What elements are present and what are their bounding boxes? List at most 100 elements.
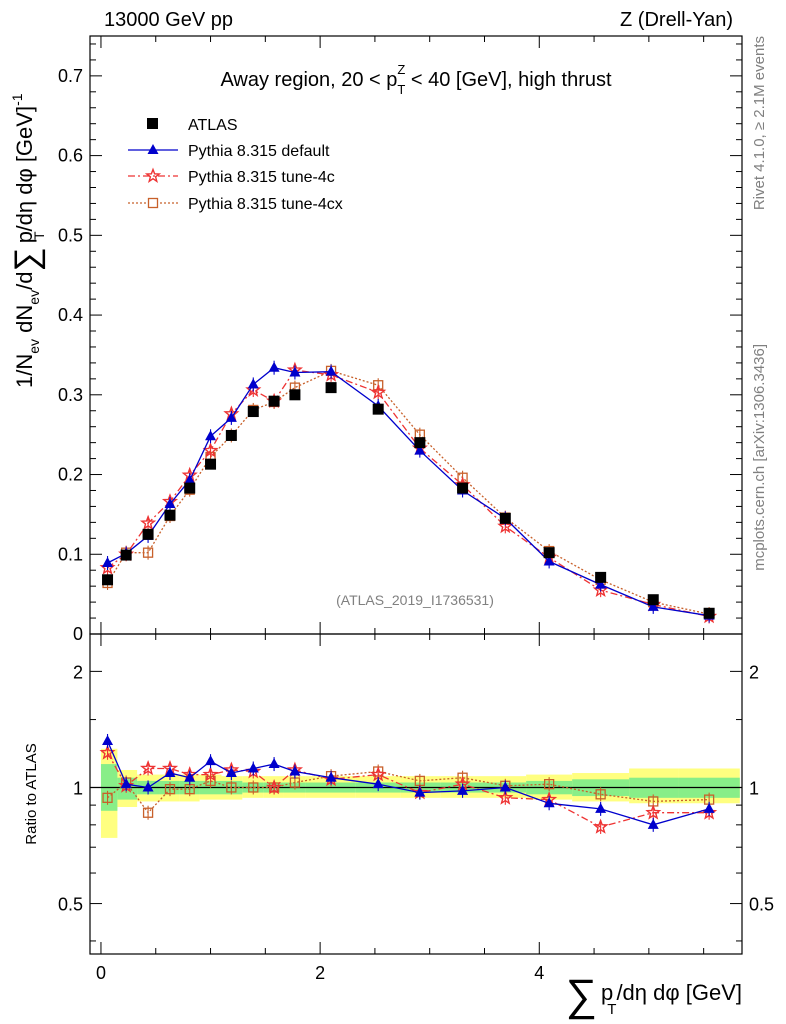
ratio-point-default (247, 762, 259, 773)
main-point-default (289, 366, 301, 377)
main-ytick-label: 0.2 (58, 465, 83, 485)
main-point-atlas (225, 429, 237, 441)
ylabel-e: /dη dφ [GeV] (12, 106, 37, 232)
ratio-xtick-label: 0 (96, 963, 106, 983)
main-point-atlas (205, 458, 217, 470)
ratio-point-tune4cx (248, 782, 259, 793)
ratio-point-tune4cx (142, 807, 154, 818)
ylabel-d: p (12, 231, 37, 243)
ratio-xtick-label: 4 (534, 963, 544, 983)
main-ylabel: 1/Nev dNev/d∑pT/dη dφ [GeV]-1 (8, 93, 47, 388)
ratio-point-default (325, 771, 337, 782)
main-line-tune4c (107, 369, 710, 618)
ratio-point-tune4c (265, 778, 283, 795)
main-point-tune4c (370, 383, 387, 400)
ratio-ytick-label-right: 1 (749, 778, 759, 798)
plot-title: Away region, 20 < pZ T < 40 [GeV], high t… (220, 62, 612, 97)
ratio-ylabel: Ratio to ATLAS (23, 743, 40, 844)
main-point-atlas (414, 437, 426, 449)
ratio-point-default (595, 802, 607, 813)
ratio-point-default (142, 781, 154, 792)
ratio-ytick-label-right: 2 (749, 662, 759, 682)
ratio-point-tune4c (202, 766, 219, 782)
main-point-default (268, 361, 280, 372)
ratio-point-tune4cx (226, 782, 237, 793)
ratio-point-default (499, 781, 511, 792)
ratio-point-tune4c (497, 789, 514, 805)
main-ytick-label: 0.6 (58, 146, 83, 166)
ratio-point-tune4c (139, 759, 157, 776)
legend-label-tune4c: Pythia 8.315 tune-4c (188, 169, 335, 186)
xlabel-sum: ∑ (566, 971, 597, 1020)
legend-marker-tune4cx (147, 197, 159, 209)
mcplots-label: mcplots.cern.ch [arXiv:1306.3436] (751, 344, 768, 571)
ratio-point-default (102, 734, 114, 745)
ratio-point-default (372, 778, 384, 789)
legend: ATLAS Pythia 8.315 default Pythia 8.315 … (128, 117, 343, 213)
xlabel: ∑ p T/dη dφ [GeV] (566, 971, 742, 1020)
main-point-atlas (325, 382, 337, 394)
main-ytick-label: 0.1 (58, 544, 83, 564)
ratio-point-tune4cx (595, 789, 606, 800)
ratio-xtick-label: 2 (315, 963, 325, 983)
ylabel-a-sub: ev (26, 339, 42, 354)
legend-marker-atlas (147, 118, 158, 129)
main-point-atlas (268, 395, 280, 407)
main-point-default (595, 578, 607, 589)
main-point-atlas (543, 547, 555, 559)
main-panel (89, 35, 743, 635)
ratio-point-default (543, 797, 555, 808)
main-point-tune4c (202, 442, 219, 458)
ratio-point-default (164, 767, 176, 778)
ratio-point-default (225, 767, 237, 778)
main-point-atlas (164, 509, 176, 521)
ratio-point-default (289, 765, 301, 776)
main-ytick-label: 0 (73, 624, 83, 644)
main-line-tune4cx (106, 370, 710, 615)
ratio-frame (89, 633, 743, 955)
analysis-watermark: (ATLAS_2019_I1736531) (336, 592, 494, 608)
main-point-default (205, 430, 217, 441)
main-point-default (164, 498, 176, 509)
ratio-point-default (457, 784, 469, 795)
main-point-default (102, 557, 114, 568)
main-point-atlas (499, 512, 511, 524)
main-point-tune4c (497, 517, 514, 534)
xlabel-b: /dη dφ [GeV] (616, 980, 742, 1005)
main-point-atlas (647, 594, 659, 606)
ratio-point-default (647, 818, 659, 829)
xlabel-a-sub: T (607, 1001, 616, 1018)
main-ytick-label: 0.3 (58, 385, 83, 405)
main-series-atlas (102, 382, 715, 619)
main-point-default (647, 600, 659, 611)
main-point-tune4c (139, 514, 157, 531)
main-point-atlas (247, 406, 259, 418)
rivet-label: Rivet 4.1.0, ≥ 2.1M events (751, 36, 768, 210)
legend-label-tune4cx: Pythia 8.315 tune-4cx (188, 196, 343, 213)
ratio-series-default (102, 733, 715, 832)
ratio-point-tune4c (592, 818, 609, 834)
ylabel-b: dN (12, 305, 37, 339)
main-point-default (414, 444, 426, 455)
ratio-point-default (205, 755, 217, 766)
ratio-ytick-label: 1 (73, 778, 83, 798)
main-ytick-label: 0.4 (58, 305, 83, 325)
main-point-default (325, 365, 337, 376)
ratio-point-default (184, 771, 196, 782)
legend-label-default: Pythia 8.315 default (188, 143, 330, 160)
main-point-atlas (142, 528, 154, 540)
main-point-default (543, 555, 555, 566)
legend-marker-default (147, 144, 159, 154)
main-point-default (247, 378, 259, 389)
main-point-atlas (289, 389, 301, 401)
title-sup: Z (397, 62, 405, 77)
main-point-default (184, 474, 196, 485)
header-left: 13000 GeV pp (104, 9, 233, 31)
ratio-panel (89, 633, 743, 955)
legend-marker-tune4c (144, 167, 162, 183)
xlabel-a: p (601, 980, 613, 1005)
ratio-point-default (703, 802, 715, 813)
main-point-tune4cx (142, 547, 154, 558)
legend-label-atlas: ATLAS (188, 117, 238, 134)
